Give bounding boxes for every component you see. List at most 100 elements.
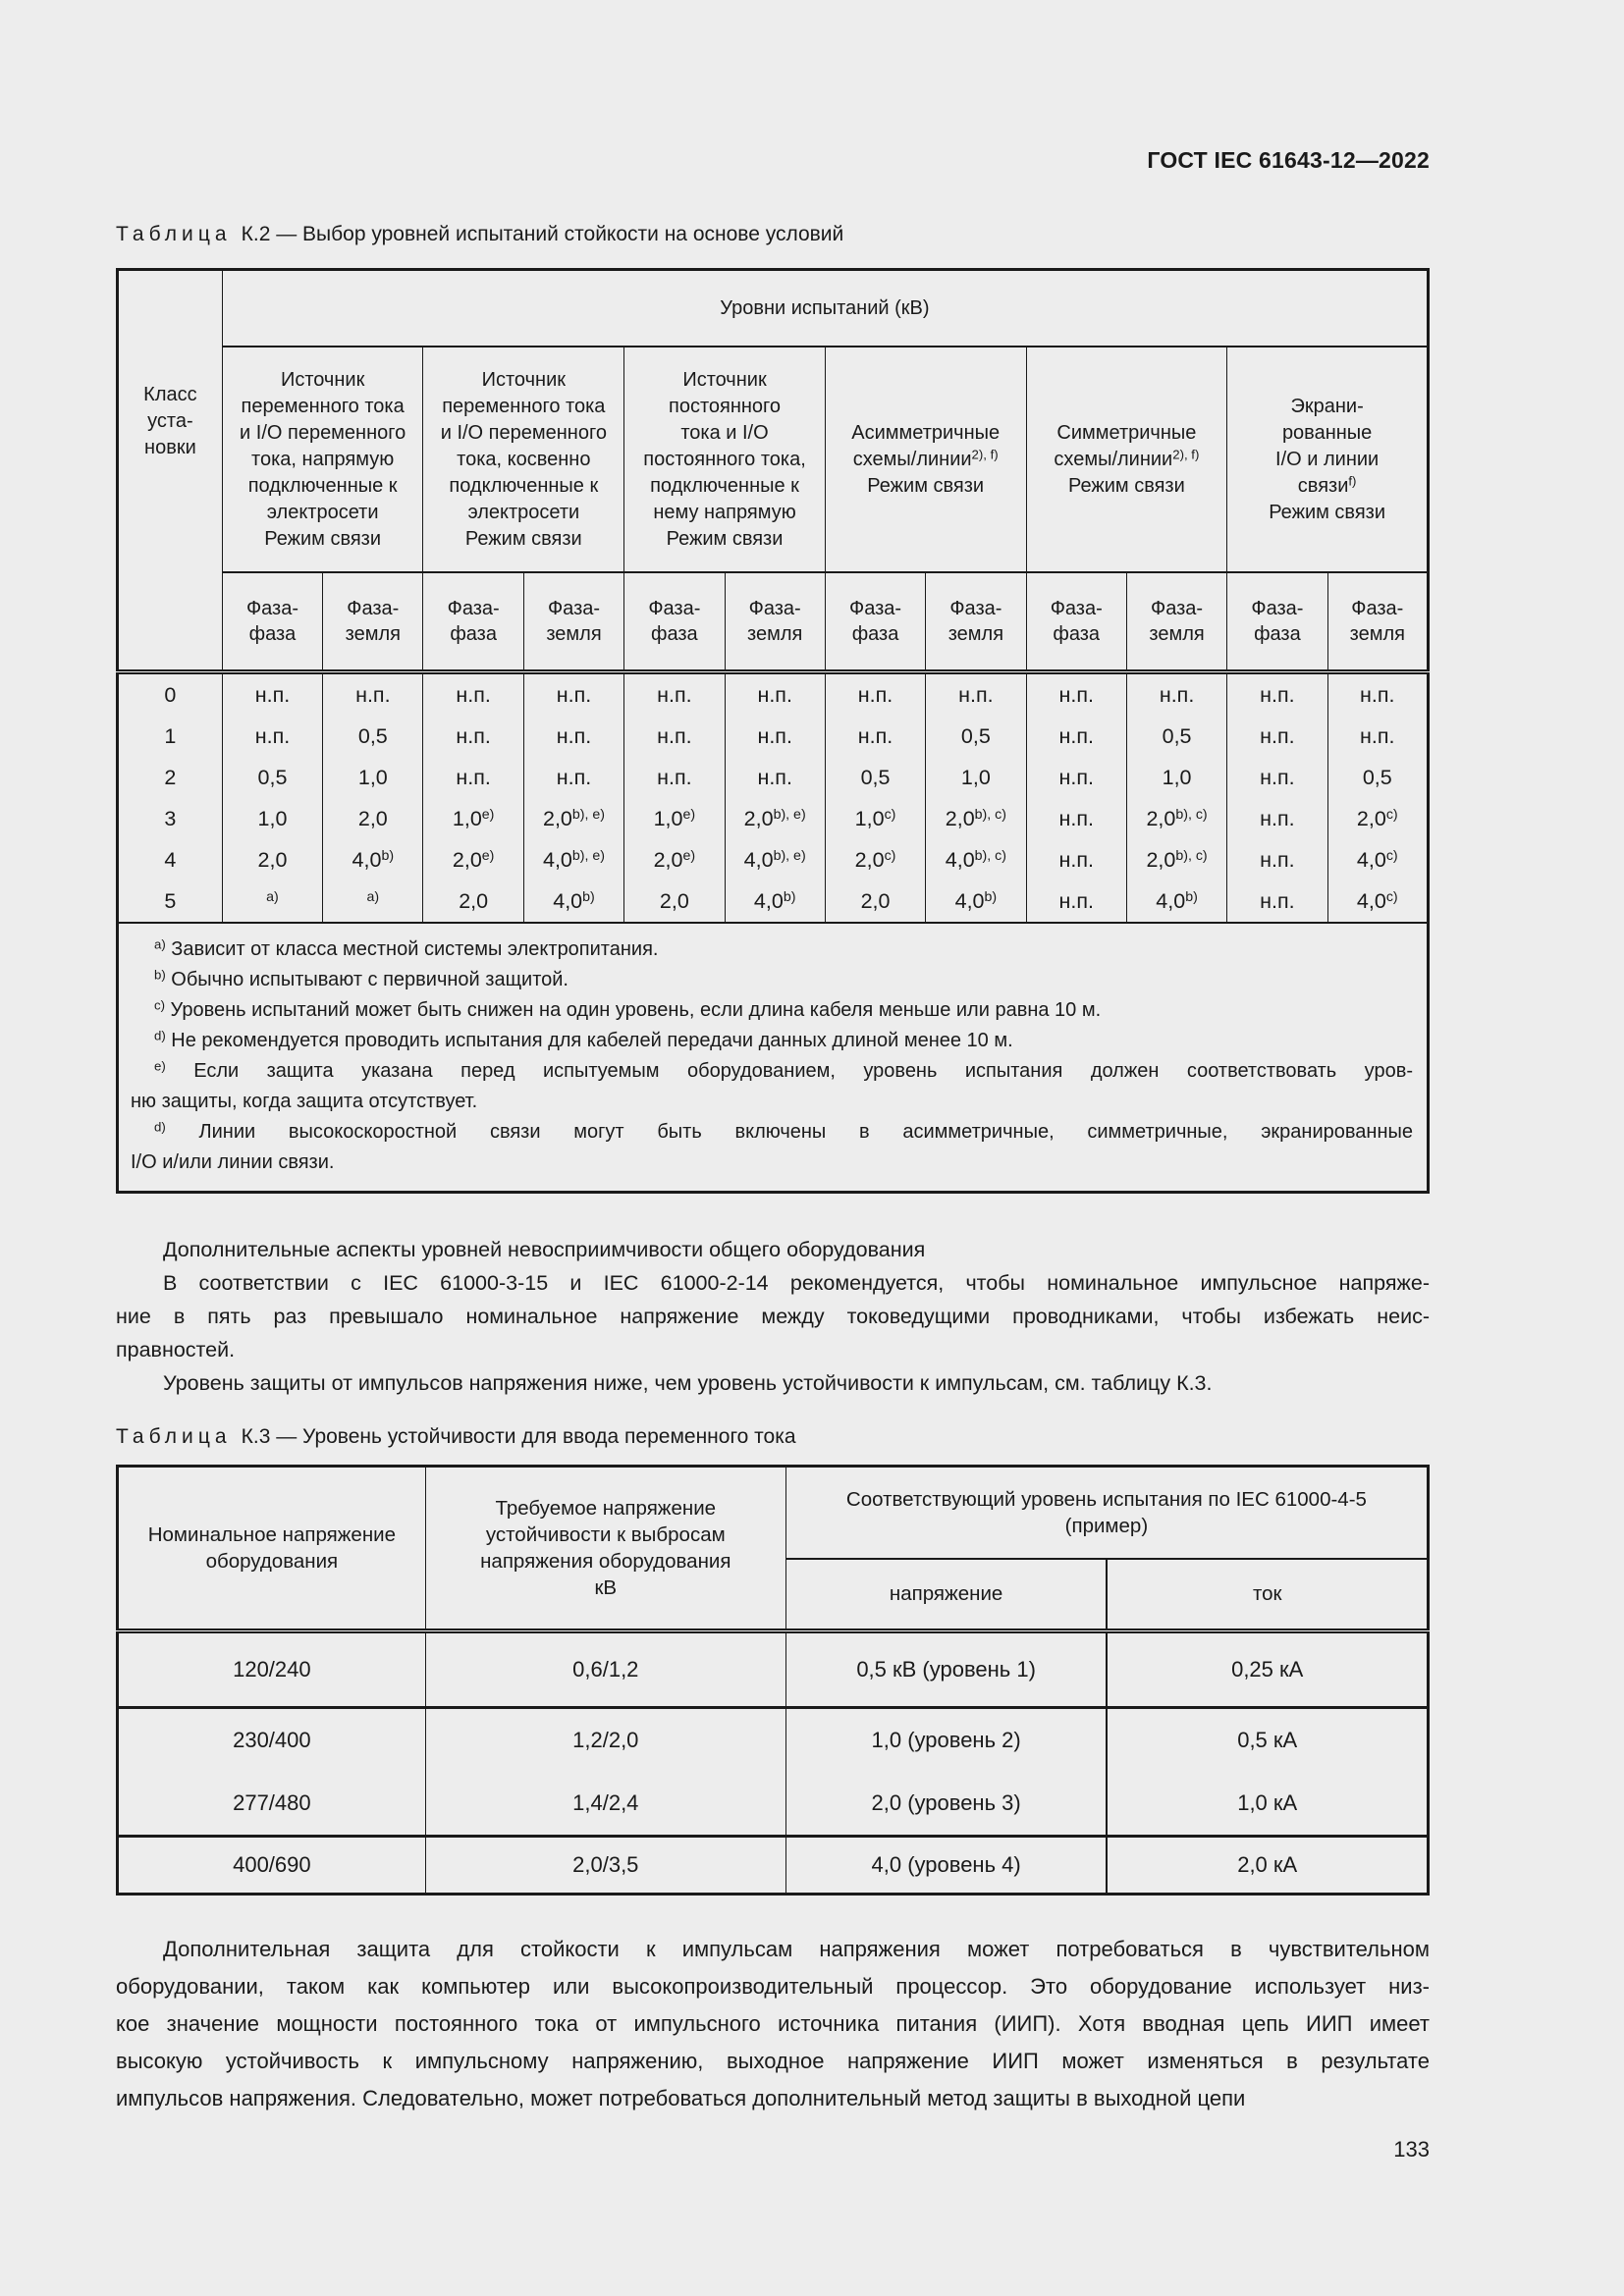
k2-cell: н.п. <box>1025 839 1127 881</box>
k2-group-header-5: Симметричные схемы/линии2), f) Режим связи <box>1025 347 1228 573</box>
k2-cell: 2,0c) <box>824 839 927 881</box>
footnote-line: d) Линии высокоскоростной связи могут бы… <box>154 1119 1413 1143</box>
k2-cell: 4,0b) <box>925 881 1027 923</box>
footnote-5: e) Если защита указана перед испытуемым … <box>131 1056 1413 1117</box>
k2-cell: н.п. <box>724 757 826 798</box>
k2-cell: 2,0b), e) <box>724 798 826 839</box>
k2-data-row-class-4: 4 2,0 4,0b) 2,0e) 4,0b), e) 2,0e) 4,0b), e) 2,0… <box>117 839 1430 881</box>
k2-empty-corner <box>117 572 223 674</box>
k2-cell: 0,5 <box>1326 757 1430 798</box>
k2-cell: н.п. <box>623 757 726 798</box>
paragraph: Уровень защиты от импульсов напряжения н… <box>116 1366 1430 1400</box>
k2-class-cell: 5 <box>117 881 223 923</box>
k2-cell: 4,0b), e) <box>724 839 826 881</box>
k2-header-row-2: Источник переменного тока и I/O переменног… <box>118 347 1429 573</box>
k2-phase-header-5: Фаза-фаза <box>623 572 726 674</box>
page-content: ГОСТ IEC 61643-12—2022 Таблица К.2 — Выбо… <box>116 147 1430 2162</box>
k3-cell: 0,25 кА <box>1231 1657 1304 1682</box>
k2-cell: 2,0 <box>623 881 726 923</box>
k3-cell: 0,6/1,2 <box>425 1630 786 1708</box>
footnote-line: a) Зависит от класса местной системы эле… <box>154 936 659 960</box>
k2-cell: н.п. <box>724 716 826 757</box>
k2-cell: н.п. <box>422 716 524 757</box>
page-number: 133 <box>1393 2137 1430 2162</box>
k3-cell: 2,0 кА <box>1237 1852 1298 1877</box>
k2-cell: н.п. <box>724 671 826 716</box>
k3-data-row: 400/690 2,0/3,5 4,0 (уровень 4) 2,0 кА <box>117 1836 1429 1895</box>
k2-footnotes: a) Зависит от класса местной системы эле… <box>117 922 1429 1193</box>
k3-cell: 277/480 <box>117 1772 426 1837</box>
k2-class-cell: 4 <box>117 839 223 881</box>
k2-phase-header-3: Фаза-фаза <box>422 572 524 674</box>
k2-phase-header-6: Фаза-земля <box>724 572 826 674</box>
paragraph-line: правностей. <box>116 1338 236 1362</box>
k2-header-row-1: Класс уста-новки Уровни испытаний (кВ) <box>117 269 1429 572</box>
k3-cell: 120/240 <box>117 1630 426 1708</box>
k3-current-subheader: ток <box>1107 1559 1429 1633</box>
k3-nominal-voltage-header: Номинальное напряжение оборудования <box>117 1466 426 1633</box>
k2-phase-header-9: Фаза-фаза <box>1025 572 1127 674</box>
table-k3-title-word: Таблица <box>116 1425 232 1448</box>
k2-cell: н.п. <box>522 671 625 716</box>
k2-cell: н.п. <box>322 671 424 716</box>
k2-group-header-1: Источник переменного тока и I/O переменног… <box>221 347 424 573</box>
k2-cell: 4,0b) <box>1125 881 1228 923</box>
k2-cell: н.п. <box>422 757 524 798</box>
k2-cell: 4,0b) <box>724 881 826 923</box>
footnote-3: c) Уровень испытаний может быть снижен н… <box>131 995 1413 1026</box>
k2-phase-header-1: Фаза-фаза <box>221 572 324 674</box>
k3-cell: 1,2/2,0 <box>425 1707 786 1772</box>
k2-cell: н.п. <box>1025 798 1127 839</box>
k3-data-row: 277/480 1,4/2,4 2,0 (уровень 3) 1,0 кА <box>117 1772 1429 1837</box>
k2-cell: 1,0e) <box>422 798 524 839</box>
k3-cell: 1,0 (уровень 2) <box>785 1707 1109 1772</box>
table-k2-title: Таблица К.2 — Выбор уровней испытаний сто… <box>116 223 1430 246</box>
paragraph-line: кое значение мощности постоянного тока о… <box>116 2011 1430 2036</box>
k2-cell: 2,0b), e) <box>522 798 625 839</box>
doc-header: ГОСТ IEC 61643-12—2022 <box>1147 147 1430 173</box>
k3-cell: 230/400 <box>117 1707 426 1772</box>
k2-cell: a) <box>221 881 324 923</box>
k2-cell: н.п. <box>1025 757 1127 798</box>
k2-data-row-class-3: 3 1,0 2,0 1,0e) 2,0b), e) 1,0e) 2,0b), e) 1,0c)… <box>117 798 1430 839</box>
k2-cell: 2,0b), c) <box>925 798 1027 839</box>
k3-cell: 400/690 <box>117 1836 426 1895</box>
paragraph: В соответствии с IEC 61000-3-15 и IEC 61… <box>116 1266 1430 1366</box>
paragraph-line: В соответствии с IEC 61000-3-15 и IEC 61… <box>163 1271 1430 1295</box>
table-k3: Номинальное напряжение оборудования Требу… <box>116 1465 1430 1896</box>
k3-cell: 0,5 кА <box>1237 1728 1298 1752</box>
k2-cell: н.п. <box>422 671 524 716</box>
k3-header-row-1: Номинальное напряжение оборудования Требу… <box>117 1466 1429 1633</box>
k2-cell: 1,0 <box>322 757 424 798</box>
k2-cell: 2,0e) <box>623 839 726 881</box>
k2-cell: 0,5 <box>221 757 324 798</box>
footnote-line: I/O и/или линии связи. <box>131 1151 335 1173</box>
k2-cell: 4,0b) <box>522 881 625 923</box>
k2-cell: н.п. <box>824 716 927 757</box>
k2-cell: 4,0b), c) <box>925 839 1027 881</box>
footnote-line: ню защиты, когда защита отсутствует. <box>131 1091 478 1112</box>
k2-cell: 1,0 <box>925 757 1027 798</box>
k2-cell: н.п. <box>623 671 726 716</box>
k2-phase-header-4: Фаза-земля <box>522 572 625 674</box>
k2-group-header-3: Источник постоянного тока и I/O постоянного… <box>623 347 826 573</box>
k2-data-row-class-0: 0 н.п. н.п. н.п. н.п. н.п. н.п. н.п. н.п. н.п. н.п… <box>117 671 1430 716</box>
k2-cell: 1,0c) <box>824 798 927 839</box>
k2-cell: н.п. <box>1025 716 1127 757</box>
k2-phase-header-8: Фаза-земля <box>925 572 1027 674</box>
k3-table-body: 120/240 0,6/1,2 0,5 кВ (уровень 1) 0,25 кА 2… <box>117 1630 1429 1895</box>
k2-data-row-class-5: 5 a) a) 2,0 4,0b) 2,0 4,0b) 2,0 4,0b) н.п. 4,0b) н.… <box>117 881 1430 923</box>
k2-cell: 2,0b), c) <box>1125 839 1228 881</box>
k2-class-cell: 2 <box>117 757 223 798</box>
k3-data-row: 120/240 0,6/1,2 0,5 кВ (уровень 1) 0,25 кА <box>117 1630 1429 1708</box>
k2-cell: 0,5 <box>322 716 424 757</box>
k2-cell: 4,0c) <box>1326 881 1430 923</box>
k2-data-row-class-2: 2 0,5 1,0 н.п. н.п. н.п. н.п. 0,5 1,0 н.п. 1,0 н.п.… <box>117 757 1430 798</box>
k2-cell: 0,5 <box>925 716 1027 757</box>
k2-footnote-row: a) Зависит от класса местной системы эле… <box>117 922 1429 1193</box>
k2-cell: н.п. <box>1226 671 1328 716</box>
k3-cell: 2,0 (уровень 3) <box>785 1772 1109 1837</box>
footnote-6: d) Линии высокоскоростной связи могут бы… <box>131 1117 1413 1178</box>
footnote-line: c) Уровень испытаний может быть снижен н… <box>154 997 1102 1021</box>
k2-class-cell: 3 <box>117 798 223 839</box>
